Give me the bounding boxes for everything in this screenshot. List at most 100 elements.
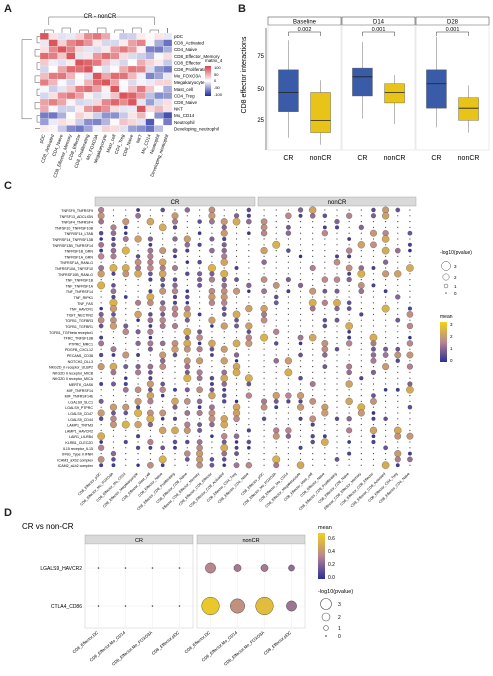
dotplot-point — [285, 433, 291, 439]
dotplot-point — [134, 409, 142, 417]
boxplot-facet-label: D14 — [373, 20, 385, 26]
dotplot-point — [137, 458, 139, 460]
dotplot-point — [199, 250, 201, 252]
dotplot-point — [336, 406, 338, 408]
heatmap-cell — [136, 92, 146, 100]
dotplot-point — [109, 305, 117, 313]
panel-d-point — [255, 596, 274, 615]
dotplot-point — [185, 301, 190, 305]
heatmap-cell — [39, 112, 49, 119]
dotplot-point — [372, 325, 375, 327]
dotplot-point — [263, 348, 265, 350]
dotplot-point — [149, 453, 151, 455]
color-legend-tick: 3 — [450, 322, 453, 327]
heatmap-cell — [48, 52, 58, 60]
heatmap-cell — [119, 32, 129, 40]
dotplot-point — [248, 267, 250, 269]
dotplot-point — [211, 366, 213, 368]
heatmap-cell — [75, 59, 85, 67]
dotplot-point — [360, 418, 362, 420]
dotplot-point — [211, 331, 213, 333]
heatmap-col-label: NKT — [135, 133, 143, 143]
dotplot-point — [321, 340, 329, 347]
dotplot-point — [160, 283, 165, 288]
heatmap-cell — [39, 79, 49, 86]
dotplot-point — [406, 311, 414, 318]
dotplot-point — [263, 464, 265, 466]
dotplot-point — [147, 264, 154, 272]
heatmap-cell — [127, 85, 137, 93]
dotplot-point — [371, 266, 376, 270]
dotplot-point — [336, 389, 338, 391]
dotplot-point — [299, 290, 302, 292]
dotplot-size-legend: -log10(pvalue) 3 2 1 0 — [440, 250, 472, 296]
heatmap-cell — [145, 98, 155, 106]
heatmap-cell — [75, 39, 85, 47]
heatmap-cell — [163, 118, 173, 126]
dotplot-point — [112, 221, 115, 223]
dotplot-point — [136, 318, 140, 322]
heatmap-cell — [145, 79, 155, 86]
dotplot-point — [137, 226, 139, 228]
dotplot-point — [235, 389, 238, 391]
dotplot-point — [409, 284, 411, 286]
heatmap-cell — [66, 98, 76, 106]
dotplot-point — [345, 397, 353, 406]
dotplot-point — [360, 453, 362, 455]
dotplot-point — [406, 432, 414, 440]
dotplot-point — [211, 232, 213, 234]
dotplot-point — [285, 427, 292, 434]
dotplot-point — [245, 322, 253, 330]
dotplot-point — [149, 435, 151, 437]
dotplot-point — [197, 283, 202, 288]
dotplot-point — [174, 458, 176, 460]
dotplot-point — [372, 255, 375, 257]
dotplot-point — [197, 277, 203, 283]
dotplot-point — [248, 371, 250, 373]
heatmap-cell — [57, 72, 67, 80]
dotplot-point — [125, 453, 127, 455]
dotplot-point — [360, 209, 362, 211]
dotplot-point — [372, 261, 375, 263]
dotplot-point — [223, 354, 225, 356]
dotplot-point — [312, 325, 314, 327]
dendrogram-branch — [44, 29, 54, 33]
dotplot-point — [273, 427, 280, 434]
dotplot-point — [263, 453, 265, 455]
dotplot-point — [360, 348, 362, 350]
dotplot-point — [285, 230, 292, 236]
dotplot-point — [272, 282, 280, 289]
dotplot-point — [312, 412, 314, 414]
dotplot-point — [348, 395, 350, 397]
dendrogram-branch — [61, 27, 72, 33]
dotplot-point — [385, 342, 387, 344]
dotplot-point — [186, 215, 188, 217]
dotplot-point — [245, 374, 253, 383]
dotplot-point — [409, 464, 411, 466]
dotplot-point — [312, 250, 314, 252]
dotplot-point — [407, 230, 413, 236]
dotplot-point — [397, 267, 399, 269]
dotplot-point — [159, 258, 167, 266]
dotplot-point — [324, 453, 326, 455]
dotplot-point — [199, 209, 201, 211]
dotplot-point — [246, 329, 252, 335]
dotplot-row-label: NKG2D II receptor_MICB — [52, 371, 93, 375]
dotplot-point — [125, 371, 127, 373]
heatmap-cell — [145, 125, 155, 133]
dotplot-point — [185, 260, 190, 264]
dotplot-point — [97, 363, 105, 371]
dotplot-point — [409, 215, 411, 217]
heatmap-cell — [92, 46, 102, 53]
dotplot-point — [272, 455, 281, 464]
dotplot-point — [209, 457, 215, 462]
dotplot-point — [324, 377, 326, 379]
dotplot-point — [409, 447, 411, 449]
dotplot-point — [112, 435, 115, 437]
dotplot-facet-strip — [94, 196, 256, 207]
dotplot-point — [135, 364, 141, 370]
dotplot-point — [360, 232, 362, 234]
heatmap-cell — [154, 85, 164, 93]
panel-d-size-tick: 0 — [338, 634, 341, 640]
